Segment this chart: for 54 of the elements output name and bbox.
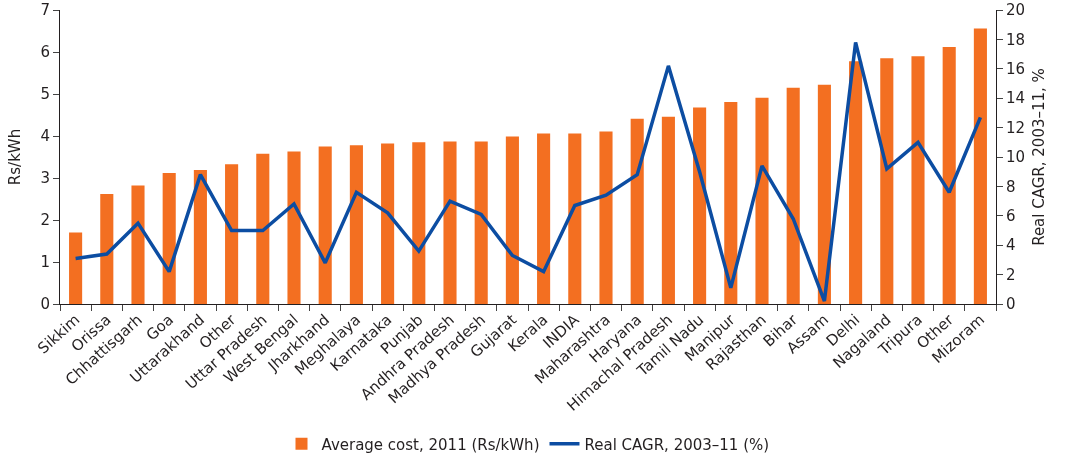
bar bbox=[318, 146, 332, 304]
y2-tick-label: 4 bbox=[1006, 236, 1016, 255]
y-tick-label: 7 bbox=[40, 1, 50, 20]
y2-tick-label: 20 bbox=[1006, 1, 1026, 20]
y-tick-label: 6 bbox=[40, 43, 50, 62]
y2-tick-label: 2 bbox=[1006, 265, 1016, 284]
bar bbox=[69, 232, 83, 304]
bar bbox=[100, 193, 114, 304]
y-tick-label: 4 bbox=[40, 127, 50, 146]
bar bbox=[505, 136, 519, 304]
bar bbox=[630, 118, 644, 304]
bar bbox=[537, 133, 551, 304]
bar bbox=[287, 151, 301, 304]
bar bbox=[162, 172, 176, 304]
bar bbox=[911, 56, 925, 304]
y2-tick-label: 12 bbox=[1006, 118, 1026, 137]
bar bbox=[131, 185, 145, 304]
bar bbox=[849, 61, 863, 304]
y-axis-title: Rs/kWh bbox=[6, 128, 24, 186]
bar bbox=[942, 46, 956, 304]
bar bbox=[661, 116, 675, 304]
y2-tick-label: 14 bbox=[1006, 89, 1026, 108]
bar bbox=[443, 141, 457, 304]
bar bbox=[880, 58, 894, 304]
bar bbox=[225, 164, 239, 304]
y2-tick-label: 6 bbox=[1006, 207, 1016, 226]
bar bbox=[693, 107, 707, 304]
bar bbox=[193, 170, 207, 304]
y2-tick-label: 0 bbox=[1006, 295, 1016, 314]
bar bbox=[755, 97, 769, 304]
legend-label: Average cost, 2011 (Rs/kWh) bbox=[321, 435, 540, 454]
y-tick-label: 0 bbox=[40, 295, 50, 314]
bar bbox=[256, 153, 270, 304]
legend-label: Real CAGR, 2003–11 (%) bbox=[584, 435, 770, 454]
y-tick-label: 3 bbox=[40, 169, 50, 188]
bar bbox=[817, 84, 831, 304]
bar bbox=[474, 141, 488, 304]
bar bbox=[381, 143, 395, 304]
y-tick-label: 5 bbox=[40, 85, 50, 104]
y-tick-label: 2 bbox=[40, 211, 50, 230]
bar bbox=[412, 142, 426, 304]
y2-tick-label: 8 bbox=[1006, 177, 1016, 196]
bar bbox=[349, 145, 363, 304]
y2-tick-label: 18 bbox=[1006, 30, 1026, 49]
bar bbox=[786, 87, 800, 304]
y-tick-label: 1 bbox=[40, 253, 50, 272]
y2-axis-title: Real CAGR, 2003–11, % bbox=[1029, 68, 1048, 246]
bar bbox=[568, 133, 582, 304]
y2-tick-label: 16 bbox=[1006, 60, 1026, 79]
line-series bbox=[73, 40, 983, 303]
y2-tick-label: 10 bbox=[1006, 148, 1026, 167]
bar bbox=[599, 131, 613, 304]
bar bbox=[973, 28, 987, 304]
bar bbox=[724, 101, 738, 304]
